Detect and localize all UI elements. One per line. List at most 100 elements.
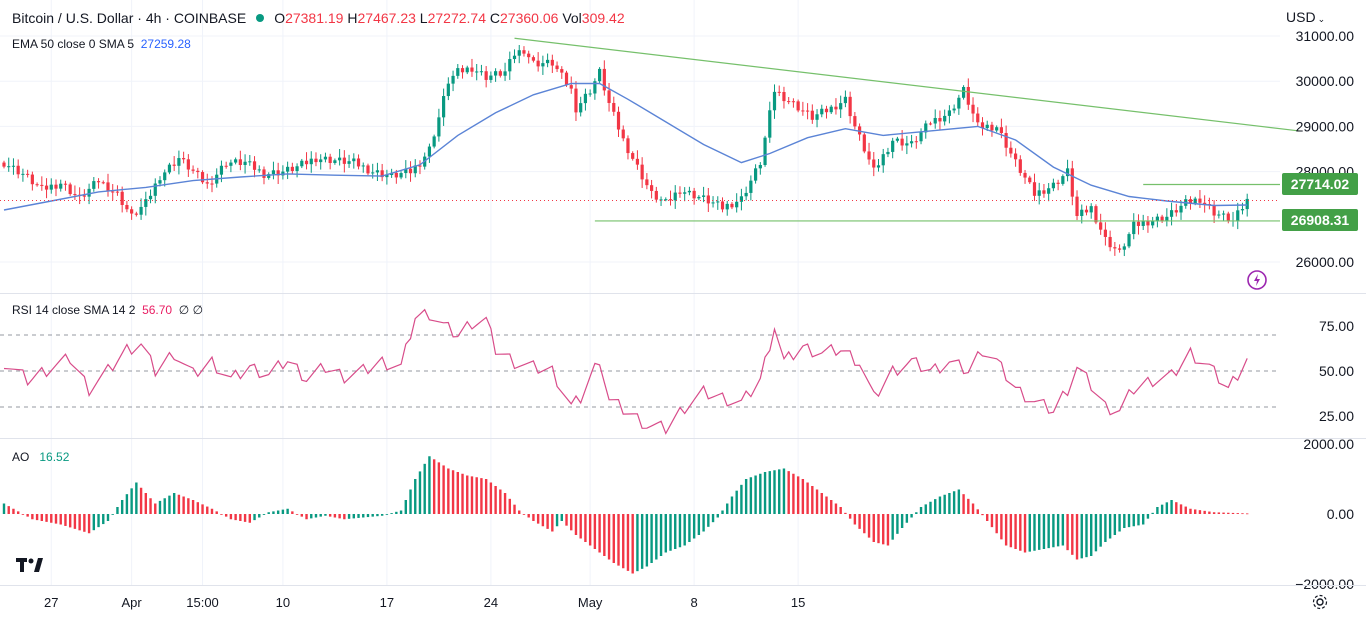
candle-body — [26, 173, 30, 175]
ao-bar — [934, 499, 937, 514]
ao-bar — [83, 514, 86, 532]
candle-body — [508, 59, 512, 72]
candle-body — [503, 71, 507, 76]
candle-body — [111, 191, 115, 193]
candle-body — [1212, 205, 1216, 216]
ao-bar — [7, 506, 10, 514]
candle-body — [404, 168, 408, 174]
ao-bar — [456, 472, 459, 514]
candle-body — [432, 136, 436, 147]
ao-bar — [253, 514, 256, 521]
candle-body — [961, 86, 966, 98]
ao-bar — [1085, 514, 1088, 558]
symbol-legend[interactable]: Bitcoin / U.S. Dollar · 4h · COINBASE O27… — [12, 10, 625, 26]
candle-body — [933, 117, 937, 124]
candle-body — [1193, 198, 1197, 204]
ao-bar — [1156, 507, 1159, 514]
ao-bar — [418, 471, 422, 514]
ao-bar — [910, 514, 913, 518]
candle-body — [186, 159, 190, 170]
ao-bar — [886, 514, 890, 546]
candle-body — [314, 158, 318, 163]
candle-body — [115, 191, 120, 193]
ao-bar — [929, 501, 932, 514]
ao-bar — [2, 503, 6, 514]
candle-body — [219, 165, 224, 175]
ao-bar — [432, 459, 436, 514]
ao-bar — [139, 487, 143, 514]
ao-pane[interactable] — [2, 456, 1249, 574]
ao-bar — [678, 514, 682, 548]
candle-body — [881, 154, 885, 166]
candle-body — [555, 65, 559, 70]
candle-body — [252, 161, 257, 170]
candle-body — [749, 180, 753, 193]
ao-bar — [948, 493, 951, 514]
rsi-pane[interactable] — [0, 308, 1280, 435]
ao-bar — [905, 514, 909, 523]
ao-bar — [324, 514, 327, 516]
ao-bar — [328, 514, 332, 517]
candle-body — [338, 157, 342, 161]
level-badge-support[interactable]: 26908.31 — [1282, 209, 1358, 231]
candle-body — [631, 153, 635, 159]
candle-body — [1103, 229, 1107, 237]
ao-bar — [759, 473, 762, 514]
ao-bar — [447, 468, 450, 514]
ao-bar — [196, 502, 200, 514]
gear-icon[interactable] — [1311, 593, 1329, 611]
ao-bar — [31, 514, 34, 520]
rsi-legend-extra-1: ∅ — [178, 303, 190, 317]
candle-body — [980, 122, 985, 129]
candle-body — [697, 196, 701, 199]
ao-bar — [437, 462, 441, 514]
ao-bar — [844, 512, 847, 514]
rsi-legend[interactable]: RSI 14 close SMA 14 2 56.70 ∅ ∅ — [12, 303, 203, 317]
ao-bar — [853, 514, 857, 525]
candle-body — [560, 69, 564, 73]
candle-body — [602, 68, 606, 91]
descending-trendline[interactable] — [514, 37, 1300, 132]
candle-body — [394, 172, 398, 178]
currency-selector[interactable]: USD ⌄ — [1286, 9, 1325, 25]
candle-body — [772, 91, 777, 111]
ao-bar — [1118, 514, 1121, 532]
ao-bar — [234, 514, 237, 521]
ema-legend-label: EMA 50 close 0 SMA 5 — [12, 37, 135, 51]
ao-bar — [650, 514, 653, 563]
candle-body — [550, 59, 554, 66]
time-axis-tick-label: Apr — [122, 595, 143, 610]
candle-body — [531, 57, 536, 61]
symbol-title[interactable]: Bitcoin / U.S. Dollar · 4h · COINBASE — [12, 10, 247, 26]
ema-legend[interactable]: EMA 50 close 0 SMA 5 27259.28 — [12, 37, 191, 51]
candle-body — [891, 140, 895, 152]
ao-bar — [787, 471, 790, 514]
ao-bar — [201, 504, 204, 514]
candle-body — [824, 108, 829, 113]
ao-bar — [513, 504, 516, 514]
ao-bar — [697, 514, 701, 535]
ao-bar — [570, 514, 573, 531]
price-pane[interactable] — [0, 37, 1300, 257]
price-axis-tick-label: 26000.00 — [1296, 254, 1355, 270]
ao-bar — [64, 514, 67, 526]
ao-bar — [782, 468, 786, 514]
time-axis-tick-label: 8 — [691, 595, 698, 610]
candle-body — [1160, 216, 1164, 222]
ao-legend[interactable]: AO 16.52 — [12, 450, 69, 464]
ema-legend-value: 27259.28 — [140, 37, 191, 51]
candle-body — [163, 172, 167, 181]
ao-bar — [1108, 514, 1112, 539]
candle-body — [248, 161, 252, 163]
candle-body — [985, 124, 989, 129]
rsi-axis-tick-label: 25.00 — [1319, 408, 1354, 424]
candle-body — [541, 63, 545, 67]
candle-body — [739, 196, 744, 202]
alert-lightning-icon[interactable] — [1246, 269, 1268, 291]
candle-body — [234, 159, 238, 163]
candle-body — [527, 53, 531, 58]
candle-body — [995, 127, 999, 131]
candle-body — [867, 151, 871, 160]
level-badge-resistance[interactable]: 27714.02 — [1282, 173, 1358, 195]
